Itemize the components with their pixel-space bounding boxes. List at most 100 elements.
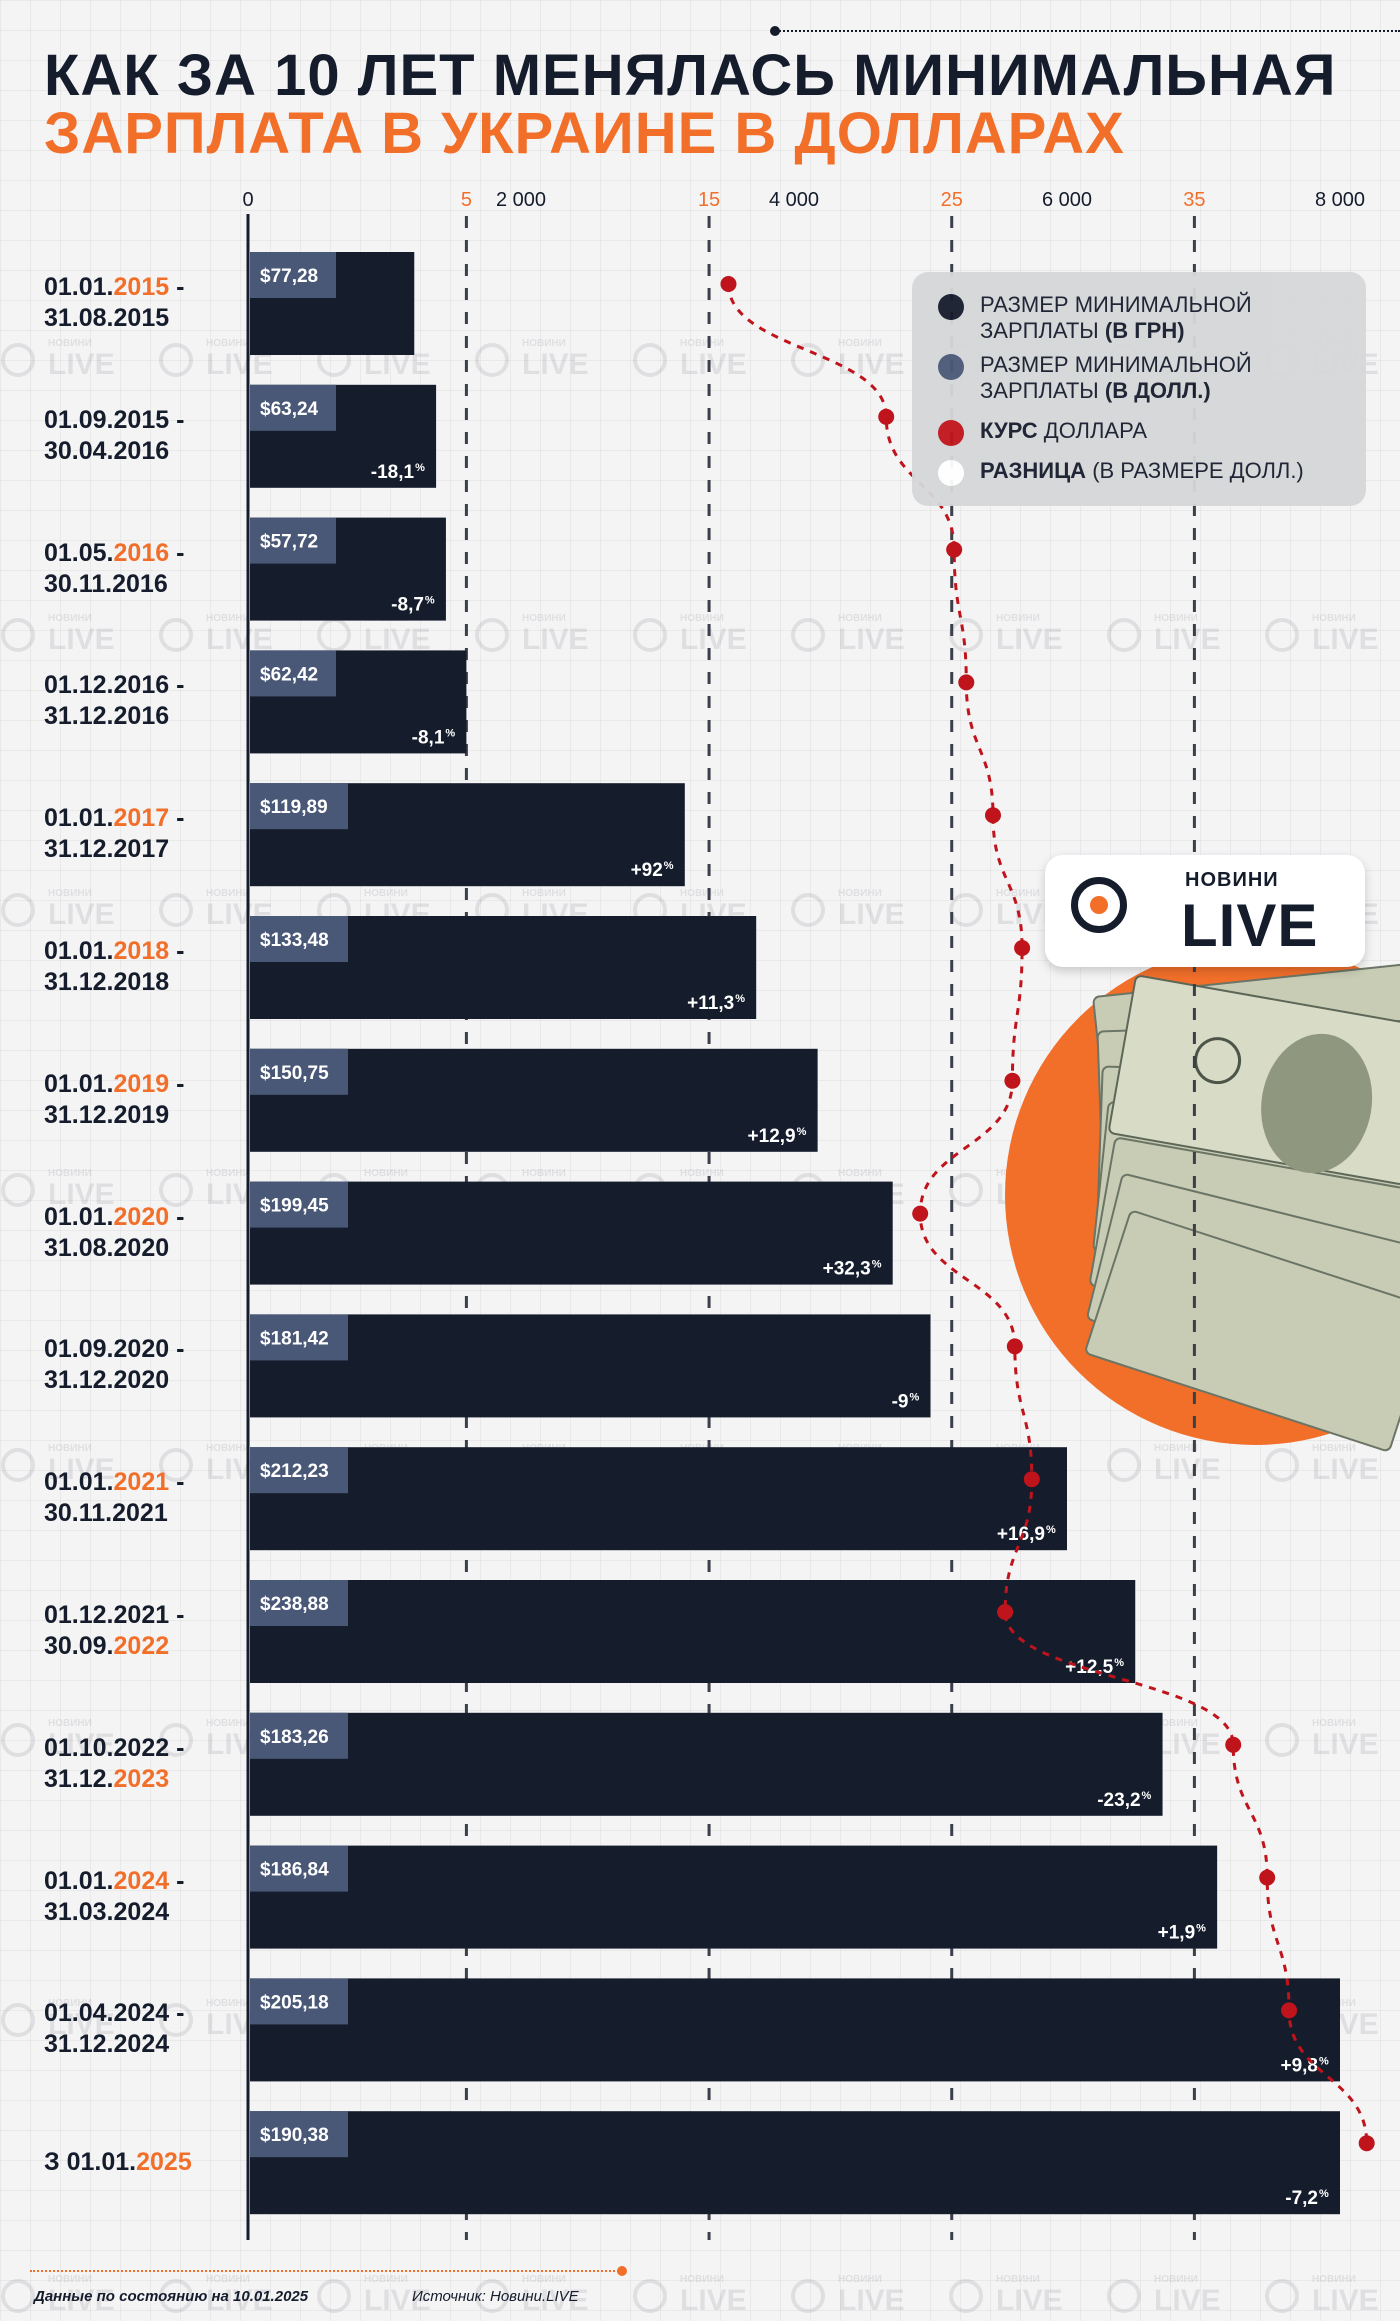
bar-uah	[250, 1314, 931, 1418]
watermark-ring-icon	[1, 1448, 35, 1482]
watermark-main-text: LIVE	[838, 348, 905, 381]
bar-usd-label: $181,42	[260, 1328, 329, 1349]
watermark-main-text: LIVE	[680, 2284, 747, 2317]
legend-text: РАЗМЕР МИНИМАЛЬНОЙ ЗАРПЛАТЫ (В ГРН)	[980, 292, 1252, 343]
bar-usd-badge	[250, 384, 336, 431]
watermark-ring-icon	[1265, 1448, 1299, 1482]
period-label: 01.01.2020 -31.08.2020	[44, 1202, 185, 1262]
seal-icon	[1194, 1037, 1242, 1085]
bar-uah	[250, 2111, 1340, 2215]
watermark-main-text: LIVE	[48, 898, 115, 931]
watermark-main-text: LIVE	[1154, 2284, 1221, 2317]
watermark-ring-icon	[317, 2279, 351, 2313]
watermark-main-text: LIVE	[206, 2284, 273, 2317]
bar-diff-unit: %	[1114, 1657, 1124, 1669]
period-label: 01.01.2015 -31.08.2015	[44, 273, 185, 332]
bar-diff-label: -9	[892, 1391, 909, 1412]
watermark-main-text: LIVE	[48, 1728, 115, 1761]
bar-usd-label: $183,26	[260, 1727, 329, 1748]
bar-uah	[250, 1447, 1067, 1551]
bar-uah	[250, 1845, 1218, 1949]
bar-usd-badge	[250, 1447, 348, 1494]
watermark-main-text: LIVE	[48, 623, 115, 656]
bar-diff-label: +12,5	[1065, 1657, 1114, 1678]
watermark-top-text: НОВИНИ	[48, 2274, 92, 2285]
rate-point	[1004, 1072, 1021, 1089]
bar-diff-unit: %	[664, 860, 674, 872]
bar-usd-label: $212,23	[260, 1461, 329, 1482]
rate-point	[958, 674, 975, 691]
watermark-ring-icon	[791, 893, 825, 927]
uah-tick-label: 0	[242, 189, 253, 211]
watermark-ring-icon	[1, 1723, 35, 1757]
watermark-top-text: НОВИНИ	[680, 338, 724, 349]
bar-usd-label: $205,18	[260, 1992, 329, 2013]
watermark-main-text: LIVE	[996, 623, 1063, 656]
uah-tick-label: 2 000	[496, 189, 546, 211]
watermark-main-text: LIVE	[48, 348, 115, 381]
brand-name-top: НОВИНИ	[1185, 869, 1279, 891]
watermark-top-text: НОВИНИ	[522, 1168, 566, 1179]
bar-usd-badge	[250, 1181, 348, 1228]
watermark-ring-icon	[1, 893, 35, 927]
legend-swatch-icon	[938, 294, 964, 320]
uah-tick-label: 4 000	[769, 189, 819, 211]
watermark-top-text: НОВИНИ	[206, 1443, 250, 1454]
watermark-ring-icon	[791, 2279, 825, 2313]
watermark-ring-icon	[317, 618, 351, 652]
watermark-top-text: НОВИНИ	[1154, 1718, 1198, 1729]
watermark-main-text: LIVE	[838, 898, 905, 931]
watermark-top-text: НОВИНИ	[996, 613, 1040, 624]
watermark-ring-icon	[949, 1173, 983, 1207]
bar-usd-badge	[250, 1314, 348, 1361]
legend-swatch-icon	[938, 460, 964, 486]
bar-diff-unit: %	[1319, 2055, 1329, 2067]
bar-uah	[250, 1712, 1163, 1816]
watermark-top-text: НОВИНИ	[1312, 613, 1356, 624]
rate-point	[878, 408, 895, 425]
decorative-dot	[770, 26, 780, 36]
period-label: 01.05.2016 -30.11.2016	[44, 538, 185, 598]
brand-card: НОВИНИ LIVE	[1045, 855, 1365, 967]
period-label: 01.04.2024 -31.12.2024	[44, 1999, 185, 2059]
banknote-icon	[1085, 1210, 1400, 1452]
period-label: 01.01.2019 -31.12.2019	[44, 1069, 185, 1129]
period-label: З 01.01.2025	[44, 2148, 192, 2177]
watermark-top-text: НОВИНИ	[1312, 2274, 1356, 2285]
title-line-2: ЗАРПЛАТА В УКРАИНЕ В ДОЛЛАРАХ	[44, 101, 1125, 166]
bar-diff-label: +32,3	[823, 1259, 871, 1280]
period-label: 01.01.2018 -31.12.2018	[44, 937, 185, 996]
watermark-top-text: НОВИНИ	[1154, 613, 1198, 624]
portrait-icon	[1261, 1033, 1373, 1174]
watermark-ring-icon	[1265, 2279, 1299, 2313]
title-line-1: КАК ЗА 10 ЛЕТ МЕНЯЛАСЬ МИНИМАЛЬНАЯ	[44, 43, 1337, 108]
watermark-top-text: НОВИНИ	[48, 1998, 92, 2009]
watermark-main-text: LIVE	[996, 2284, 1063, 2317]
watermark-ring-icon	[475, 618, 509, 652]
footer-source: Источник: Новини.LIVE	[412, 2288, 579, 2305]
watermark-top-text: НОВИНИ	[48, 1443, 92, 1454]
brand-name-main: LIVE	[1181, 892, 1319, 959]
rate-point	[997, 1604, 1014, 1620]
watermark-ring-icon	[633, 2279, 667, 2313]
watermark-ring-icon	[159, 1723, 193, 1757]
legend-text: РАЗМЕР МИНИМАЛЬНОЙ ЗАРПЛАТЫ (В ДОЛЛ.)	[980, 352, 1252, 403]
watermark-ring-icon	[159, 1448, 193, 1482]
watermark-top-text: НОВИНИ	[206, 1718, 250, 1729]
decorative-dotted-line	[776, 30, 1400, 36]
bar-usd-badge	[250, 1580, 348, 1626]
rate-point	[912, 1205, 929, 1222]
watermark-top-text: НОВИНИ	[838, 888, 882, 899]
watermark-top-text: НОВИНИ	[48, 613, 92, 624]
watermark-top-text: НОВИНИ	[838, 613, 882, 624]
watermark-top-text: НОВИНИ	[1312, 1443, 1356, 1454]
period-label: 01.09.2015 -30.04.2016	[44, 405, 185, 465]
rate-point	[1014, 940, 1031, 956]
bar-diff-unit: %	[445, 727, 455, 739]
watermark-top-text: НОВИНИ	[996, 2274, 1040, 2285]
watermark-ring-icon	[1107, 1448, 1141, 1482]
rate-tick-label: 5	[461, 189, 472, 211]
bar-diff-unit: %	[797, 1126, 807, 1138]
watermark-main-text: LIVE	[522, 348, 589, 381]
